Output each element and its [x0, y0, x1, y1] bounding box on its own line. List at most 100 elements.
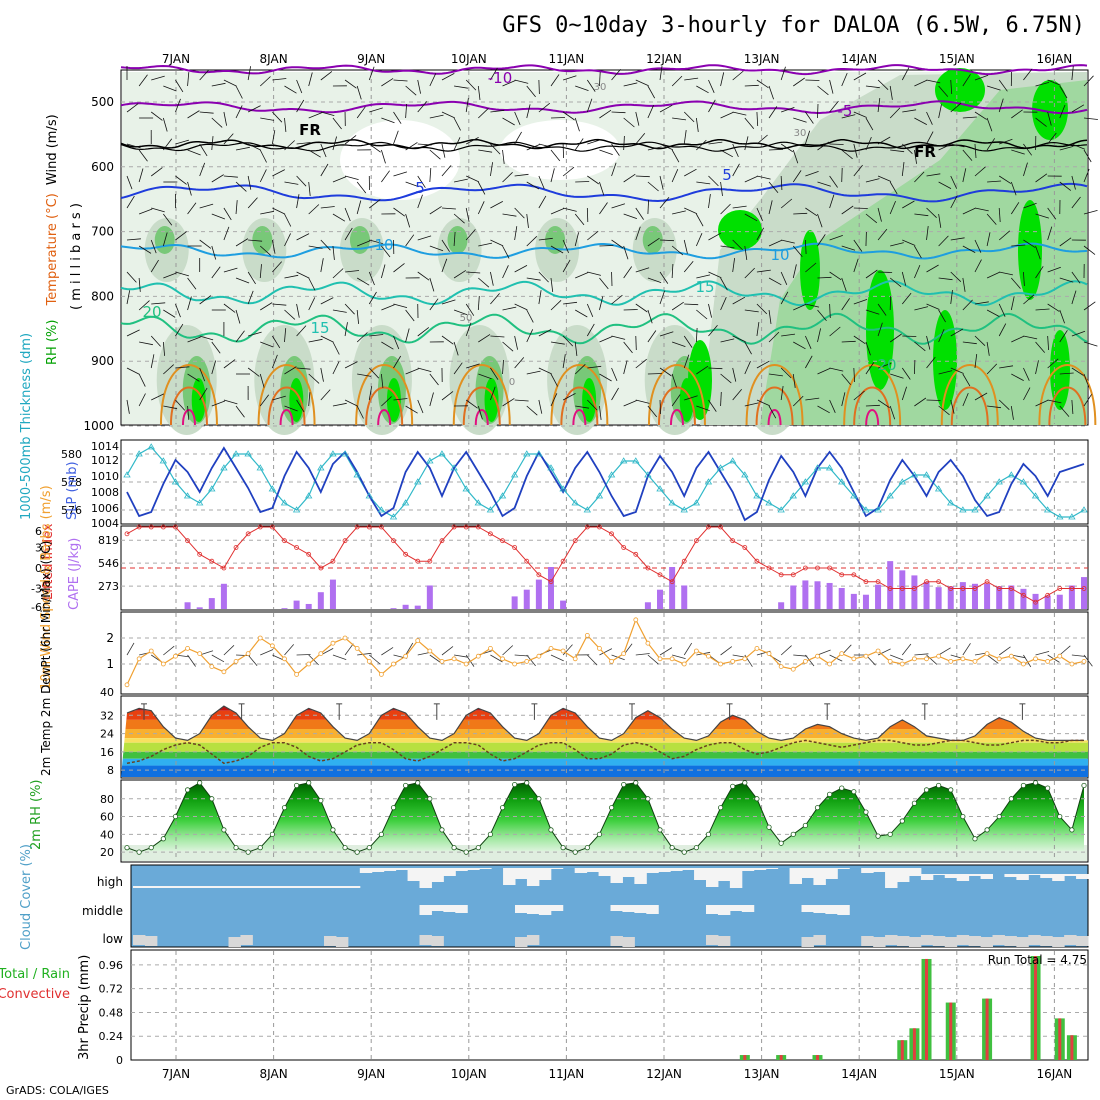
precip-convective-bar	[912, 1028, 916, 1060]
wind-barb	[356, 106, 366, 119]
wind-speed-marker	[318, 651, 324, 656]
wind-barb	[126, 238, 141, 241]
lifted-index-marker	[209, 558, 215, 564]
surface-wind-barb	[260, 649, 274, 656]
wind-barb	[853, 143, 858, 158]
wind-barb	[381, 170, 390, 183]
thickness-marker	[1043, 506, 1052, 513]
wind-barb	[998, 98, 1004, 113]
lifted-index-marker	[415, 558, 421, 564]
low-cloud-bar	[240, 935, 253, 945]
surface-wind-barb	[441, 646, 454, 656]
lifted-index-marker	[584, 524, 590, 530]
wind-barb	[1035, 308, 1050, 311]
high-cloud-bar	[813, 868, 826, 885]
wind-barb	[284, 405, 298, 412]
surface-wind-barb	[344, 643, 354, 656]
high-cloud-bar	[873, 868, 886, 872]
wind-barb	[393, 111, 402, 124]
wind-barb	[744, 341, 752, 355]
wind-barb	[998, 303, 1006, 317]
wind-barb	[320, 71, 333, 81]
high-cloud-bar	[228, 886, 241, 888]
high-cloud-bar	[932, 874, 946, 875]
wind-barb	[780, 271, 788, 285]
surface-wind-barb	[163, 645, 175, 656]
wind-barb	[126, 329, 140, 337]
wind-barb	[465, 79, 477, 91]
wind-barb	[599, 277, 609, 290]
wind-barb	[974, 143, 977, 159]
rh2m-marker	[984, 827, 990, 833]
low-cloud-bar	[419, 935, 432, 945]
wind-barb	[344, 175, 359, 180]
contour-label: 10	[374, 236, 393, 254]
wind-barb	[926, 207, 937, 218]
wind-barb	[877, 228, 888, 241]
wind-barb	[465, 229, 476, 241]
wind-speed-marker	[633, 617, 639, 623]
top-day-labels: 7JAN 8JAN 9JAN 10JAN 11JAN 12JAN 13JAN 14JAN 15J…	[162, 52, 1072, 66]
surface-wind-barb	[647, 654, 659, 665]
wind-barb	[962, 341, 977, 345]
thickness-marker	[995, 478, 1003, 485]
wind-barb	[150, 239, 157, 254]
wind-barb	[732, 258, 735, 273]
wind-barb	[829, 100, 839, 113]
wind-barb	[538, 367, 552, 375]
wind-barb	[247, 66, 251, 81]
wind-barb	[708, 99, 716, 113]
wind-barb	[926, 264, 939, 273]
wind-barb	[659, 197, 670, 209]
rh2m-marker	[790, 831, 796, 837]
wind-barb	[138, 393, 146, 407]
mid-cloud-bar	[443, 905, 456, 912]
rh2m-marker	[245, 849, 251, 855]
high-cloud-bar	[1076, 874, 1089, 879]
wind-speed-marker	[827, 661, 833, 667]
rh2m-marker	[366, 845, 372, 851]
rh2m-marker	[148, 845, 154, 851]
wind-barb	[1071, 399, 1074, 415]
wind-barb	[187, 296, 192, 311]
wind-barb	[357, 240, 371, 247]
lifted-index-marker	[645, 565, 651, 571]
wind-barb	[586, 323, 595, 337]
temp-band	[121, 758, 1088, 766]
thickness-marker	[426, 457, 434, 464]
high-cloud-bar	[180, 886, 194, 888]
wind-speed-marker	[899, 661, 905, 667]
surface-wind-barb	[672, 654, 686, 659]
cape-bar	[911, 575, 918, 609]
wind-barb	[550, 277, 554, 292]
wind-barb	[769, 148, 784, 151]
wind-barb	[320, 163, 329, 177]
wind-barb	[187, 202, 197, 215]
wind-speed-marker	[451, 656, 457, 662]
wind-barb	[889, 107, 901, 119]
lifted-index-marker	[536, 572, 542, 578]
wind-barb	[138, 74, 148, 87]
thickness-marker	[644, 471, 652, 478]
high-cloud-bar	[897, 868, 910, 882]
rh2m-marker	[1081, 782, 1087, 789]
wind-barb	[453, 270, 467, 279]
isotherm-25-loop	[1038, 364, 1097, 426]
wind-speed-marker	[572, 656, 578, 662]
wind-barb	[1010, 405, 1014, 420]
wind-barb	[199, 295, 212, 305]
wind-barb	[381, 78, 394, 87]
wind-barb	[889, 405, 896, 420]
wind-barb	[950, 399, 955, 414]
wind-barb	[950, 271, 962, 282]
wind-speed-marker	[802, 659, 808, 664]
wind-barb	[720, 181, 723, 196]
wind-barb	[1023, 387, 1031, 401]
tick-label: 40	[100, 686, 114, 699]
wind-barb	[647, 199, 649, 215]
surface-wind-barb	[817, 649, 831, 656]
thickness-marker	[1080, 506, 1088, 513]
rh2m-marker	[1057, 813, 1063, 820]
wind-barb	[962, 277, 966, 292]
tick-label: 576	[61, 504, 82, 517]
